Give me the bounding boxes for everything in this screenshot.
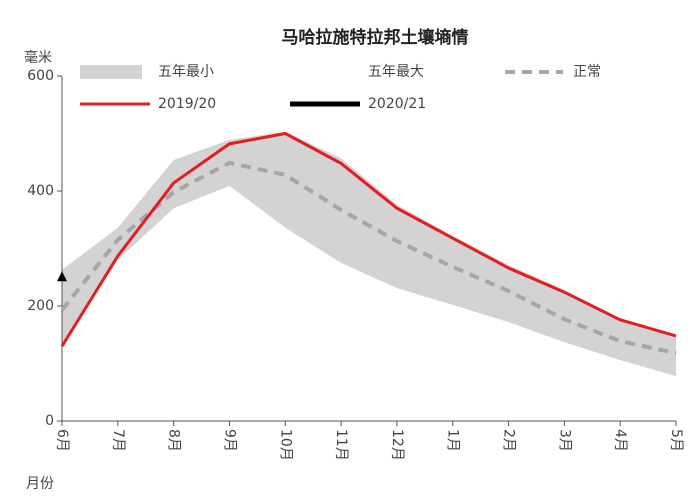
x-tick-label: 10月 — [277, 429, 293, 461]
y-tick-label: 0 — [45, 413, 54, 429]
legend-item: 五年最大 — [368, 64, 424, 80]
x-tick-label: 12月 — [389, 429, 405, 461]
legend-label: 五年最小 — [158, 64, 214, 80]
x-tick-label: 8月 — [166, 429, 182, 452]
marker — [57, 271, 67, 282]
y-tick-label: 400 — [27, 183, 54, 199]
x-tick-label: 7月 — [110, 429, 126, 452]
x-tick-label: 4月 — [612, 429, 628, 452]
legend-label: 2019/20 — [158, 96, 216, 112]
y-tick-label: 600 — [27, 68, 54, 84]
x-tick-label: 6月 — [54, 429, 70, 452]
x-axis-label: 月份 — [26, 476, 54, 492]
y-axis-label: 毫米 — [24, 49, 52, 66]
legend-swatch — [80, 65, 142, 79]
y-tick-label: 200 — [27, 298, 54, 314]
series-line — [60, 160, 677, 356]
x-tick-label: 11月 — [333, 429, 349, 461]
x-tick-label: 9月 — [221, 429, 237, 452]
chart-title: 马哈拉施特拉邦土壤墒情 — [282, 27, 469, 48]
x-tick-label: 2月 — [501, 429, 517, 452]
legend-label: 正常 — [573, 64, 601, 80]
x-tick-label: 5月 — [668, 429, 684, 452]
range-band — [62, 131, 676, 377]
legend-item: 2019/20 — [80, 96, 216, 112]
series-line — [60, 131, 677, 348]
legend-label: 2020/21 — [368, 96, 426, 112]
legend-item: 五年最小 — [80, 64, 214, 80]
x-tick-label: 3月 — [556, 429, 572, 452]
legend-label: 五年最大 — [368, 64, 424, 80]
x-tick-label: 1月 — [445, 429, 461, 452]
legend-item: 2020/21 — [290, 96, 426, 112]
legend-item: 正常 — [505, 64, 601, 80]
